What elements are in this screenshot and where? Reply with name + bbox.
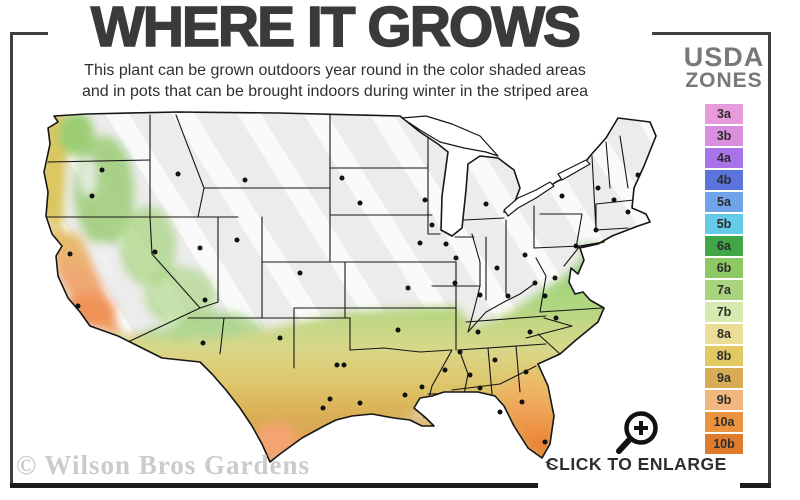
- usda-zones-legend: USDA ZONES 3a 3b 4a 4b 5a 5b 6a 6b 7a 7b…: [672, 44, 776, 456]
- click-to-enlarge-label[interactable]: CLICK TO ENLARGE: [546, 454, 727, 474]
- zone-swatch-3a: 3a: [705, 104, 743, 124]
- usda-zone-map[interactable]: [28, 96, 676, 480]
- city-dots: [67, 167, 641, 445]
- zone-swatch-5a: 5a: [705, 192, 743, 212]
- page-subtitle: This plant can be grown outdoors year ro…: [45, 60, 625, 102]
- subtitle-line-2: and in pots that can be brought indoors …: [81, 83, 589, 100]
- frame-top-right-segment: [652, 32, 771, 35]
- zoom-in-icon[interactable]: [608, 404, 666, 462]
- zone-swatch-9b: 9b: [705, 390, 743, 410]
- frame-bottom-left-segment: [10, 483, 538, 488]
- zone-swatch-7a: 7a: [705, 280, 743, 300]
- watermark: © Wilson Bros Gardens: [16, 450, 310, 480]
- frame-left: [10, 32, 13, 487]
- frame-bottom-right-segment: [740, 483, 771, 488]
- zone-swatch-6b: 6b: [705, 258, 743, 278]
- long-island: [577, 241, 605, 249]
- zone-swatch-3b: 3b: [705, 126, 743, 146]
- subtitle-line-1: This plant can be grown outdoors year ro…: [84, 62, 586, 79]
- zone-swatch-9a: 9a: [705, 368, 743, 388]
- zone-swatch-8a: 8a: [705, 324, 743, 344]
- lake-ontario: [557, 159, 591, 181]
- zone-swatch-10b: 10b: [705, 434, 743, 454]
- us-map-svg: [43, 111, 657, 467]
- map-fill-layers: [44, 112, 656, 462]
- frame-right: [768, 32, 771, 487]
- page-title: WHERE IT GROWS: [90, 0, 582, 60]
- frame-top-left-segment: [10, 32, 48, 35]
- florida-keys: [545, 461, 556, 467]
- zone-swatch-4b: 4b: [705, 170, 743, 190]
- legend-title-zones: ZONES: [685, 69, 763, 92]
- zone-swatch-6a: 6a: [705, 236, 743, 256]
- zone-swatch-5b: 5b: [705, 214, 743, 234]
- zone-swatch-10a: 10a: [705, 412, 743, 432]
- zone-swatch-8b: 8b: [705, 346, 743, 366]
- great-lakes: [401, 115, 605, 467]
- zone-swatch-4a: 4a: [705, 148, 743, 168]
- zone-swatch-7b: 7b: [705, 302, 743, 322]
- us-outline: [43, 111, 657, 463]
- lake-erie: [503, 181, 555, 217]
- lake-superior: [401, 115, 499, 157]
- legend-title-usda: USDA: [683, 42, 765, 72]
